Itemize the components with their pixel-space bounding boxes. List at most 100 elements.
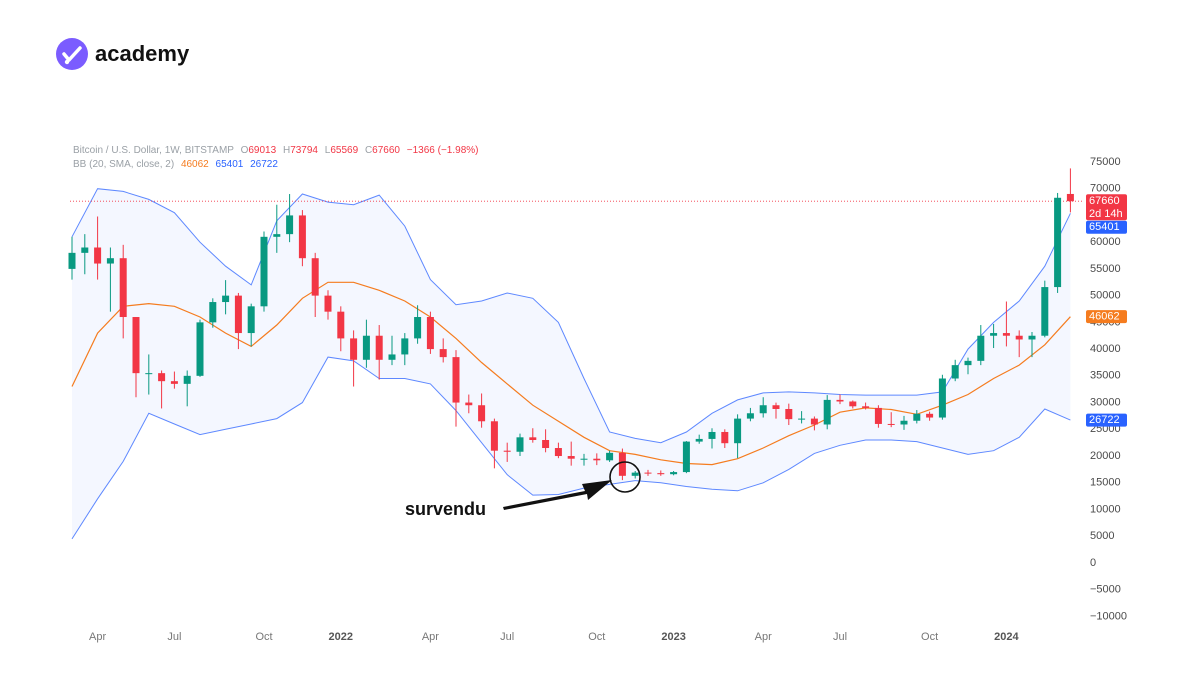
candle-body xyxy=(503,450,511,452)
candle-body xyxy=(1066,193,1074,202)
arrow xyxy=(503,480,612,510)
y-tick-label: 60000 xyxy=(1090,236,1121,248)
y-tick-label: 20000 xyxy=(1090,450,1121,462)
x-tick-label: Apr xyxy=(89,631,106,643)
band-basis-label: 46062 xyxy=(1089,311,1120,323)
x-tick-label: 2024 xyxy=(994,631,1019,643)
candle-body xyxy=(798,418,806,420)
candle-body xyxy=(721,431,729,444)
candle-body xyxy=(209,302,217,323)
candle-body xyxy=(900,420,908,425)
y-tick-label: 55000 xyxy=(1090,263,1121,275)
candle-body xyxy=(362,335,370,360)
candle-body xyxy=(746,413,754,419)
last-price-label: 67660 xyxy=(1089,195,1120,207)
x-tick-label: Apr xyxy=(422,631,439,643)
x-tick-label: 2023 xyxy=(661,631,685,643)
logo-dot xyxy=(64,59,70,65)
y-tick-label: 10000 xyxy=(1090,503,1121,515)
y-tick-label: 5000 xyxy=(1090,530,1114,542)
band-basis-tag-bg xyxy=(1086,310,1127,324)
candle-body xyxy=(350,338,358,360)
candle-body xyxy=(145,373,153,375)
candle-body xyxy=(554,448,562,457)
y-tick-label: 30000 xyxy=(1090,396,1121,408)
candle-body xyxy=(388,354,396,360)
ohlc-label: O xyxy=(241,145,249,156)
band-lower xyxy=(71,356,1071,540)
candle-body xyxy=(170,381,178,384)
x-tick-label: Oct xyxy=(255,631,272,643)
candle-body xyxy=(977,335,985,361)
logo-check xyxy=(62,46,82,62)
ohlc-value: 73794 xyxy=(290,145,318,156)
candle-body xyxy=(593,458,601,461)
y-tick-label: 35000 xyxy=(1090,370,1121,382)
ohlc-value: 67660 xyxy=(372,145,400,156)
annotation-text: survendu xyxy=(405,499,486,519)
x-tick-label: 2022 xyxy=(329,631,353,643)
candle-body xyxy=(490,421,498,451)
candle-body xyxy=(324,295,332,312)
countdown-label: 2d 14h xyxy=(1089,208,1123,220)
candle-body xyxy=(695,438,703,442)
ohlc-value: 65569 xyxy=(330,145,358,156)
last-price-tag xyxy=(1086,194,1127,221)
candle-body xyxy=(247,306,255,334)
candle-body xyxy=(644,472,652,474)
candle-body xyxy=(465,402,473,406)
candle-body xyxy=(606,452,614,461)
logo: academy xyxy=(56,38,190,70)
candle-body xyxy=(836,399,844,402)
candle-body xyxy=(567,456,575,459)
y-tick-label: 15000 xyxy=(1090,477,1121,489)
candle-body xyxy=(311,258,319,296)
highlight-circle xyxy=(609,461,641,493)
candle-body xyxy=(1015,335,1023,340)
candle-body xyxy=(631,472,639,476)
candle-body xyxy=(196,322,204,376)
indicator-header: BB (20, SMA, close, 2) 46062 65401 26722 xyxy=(73,159,278,170)
candle-body xyxy=(1054,197,1062,288)
candle-body xyxy=(580,458,588,460)
y-tick-label: 75000 xyxy=(1090,156,1121,168)
candle-body xyxy=(119,258,127,318)
candle-body xyxy=(618,452,626,476)
candle-body xyxy=(273,234,281,237)
candle-body xyxy=(106,258,114,264)
candle-body xyxy=(452,357,460,403)
x-tick-label: Jul xyxy=(500,631,514,643)
annotation: survendu xyxy=(405,461,641,519)
change: −1366 (−1.98%) xyxy=(407,145,479,156)
candle-body xyxy=(260,236,268,307)
brand: academy xyxy=(95,41,190,66)
y-tick-label: −10000 xyxy=(1090,610,1127,622)
candle-body xyxy=(426,317,434,350)
x-tick-label: Jul xyxy=(167,631,181,643)
candle-body xyxy=(478,405,486,422)
candle-body xyxy=(874,407,882,424)
ohlc-label: L xyxy=(325,145,331,156)
candle-body xyxy=(823,399,831,425)
candle-body xyxy=(759,405,767,414)
candle-body xyxy=(439,349,447,358)
indicator-value: 46062 xyxy=(181,159,209,170)
x-tick-label: Oct xyxy=(588,631,605,643)
candle-body xyxy=(375,335,383,360)
indicator-name: BB (20, SMA, close, 2) xyxy=(73,159,174,170)
x-tick-label: Apr xyxy=(755,631,772,643)
ohlc-label: H xyxy=(283,145,290,156)
band-lower-tag-bg xyxy=(1086,413,1127,427)
candle-body xyxy=(657,473,665,475)
symbol: Bitcoin / U.S. Dollar, 1W, BITSTAMP xyxy=(73,145,234,156)
candle-body xyxy=(849,401,857,407)
candle-body xyxy=(81,247,89,253)
candle-body xyxy=(68,252,76,269)
candle-body xyxy=(913,413,921,421)
candle-body xyxy=(708,431,716,439)
candle-body xyxy=(670,472,678,475)
x-tick-label: Jul xyxy=(833,631,847,643)
y-tick-label: 0 xyxy=(1090,557,1096,569)
band-upper-label: 65401 xyxy=(1089,221,1120,233)
candle-body xyxy=(94,247,102,264)
